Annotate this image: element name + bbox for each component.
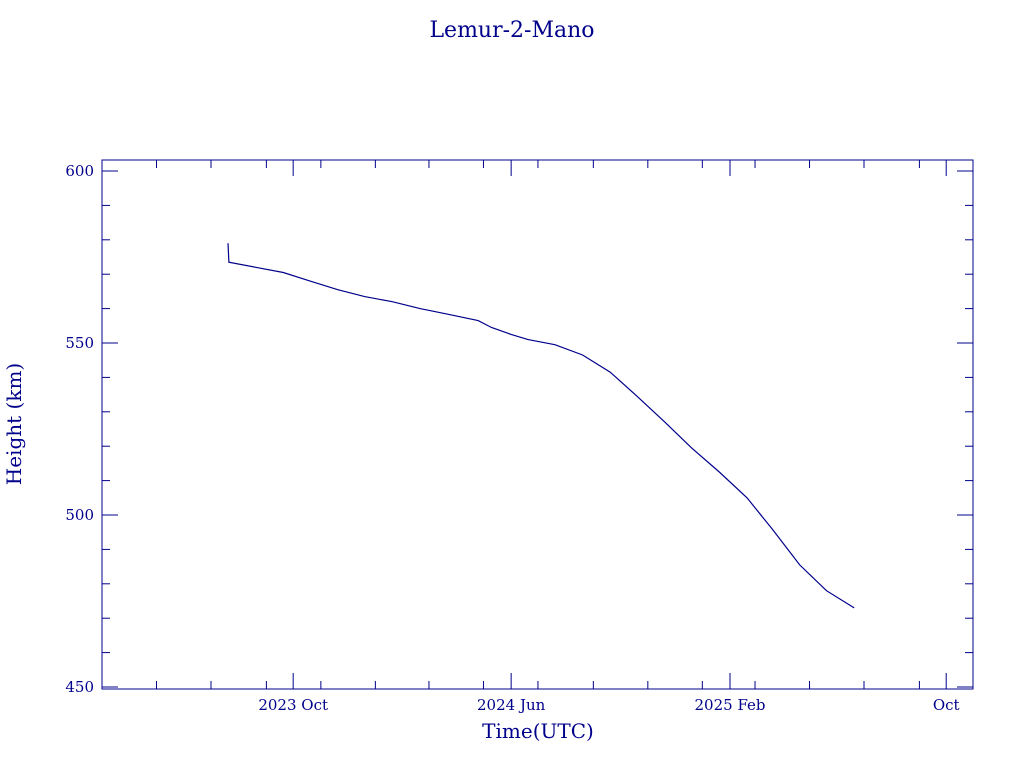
y-axis-title: Height (km) [2,363,26,485]
x-tick-label: 2023 Oct [258,696,328,714]
chart-title: Lemur-2-Mano [429,18,594,43]
y-tick-label: 550 [65,334,94,352]
x-tick-label: Oct [933,696,960,714]
x-axis-title: Time(UTC) [482,719,594,743]
axis-ticks [102,160,973,689]
height-series-line [227,243,855,609]
x-tick-label: 2025 Feb [695,696,766,714]
y-tick-label: 450 [65,678,94,696]
plot-frame [101,159,974,690]
x-tick-label: 2024 Jun [477,696,546,714]
y-tick-label: 600 [65,162,94,180]
tick-labels: 450 500 550 600 2023 Oct 2024 Jun 2025 Feb Oct [65,162,959,714]
y-tick-label: 500 [65,506,94,524]
